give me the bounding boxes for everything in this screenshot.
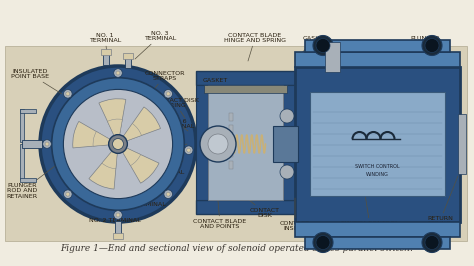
Bar — [325, 41, 340, 72]
Bar — [310, 92, 445, 196]
Circle shape — [316, 235, 330, 250]
Bar — [208, 85, 283, 200]
Bar — [196, 200, 295, 214]
Bar — [458, 114, 466, 174]
Circle shape — [422, 232, 442, 252]
Circle shape — [164, 90, 173, 98]
Bar — [273, 126, 298, 162]
Bar — [20, 144, 24, 179]
Text: NO. 5
TERMINAL: NO. 5 TERMINAL — [159, 143, 191, 153]
Circle shape — [116, 213, 120, 217]
Circle shape — [114, 211, 122, 219]
Circle shape — [208, 134, 228, 154]
Circle shape — [166, 92, 170, 96]
Text: CONNECTOR
STRAPS: CONNECTOR STRAPS — [145, 70, 185, 94]
Bar — [196, 85, 208, 200]
Bar — [229, 161, 233, 169]
Bar — [20, 109, 24, 142]
Circle shape — [66, 192, 70, 196]
Wedge shape — [99, 99, 126, 144]
Circle shape — [164, 190, 173, 198]
Wedge shape — [73, 121, 118, 148]
Bar — [295, 52, 460, 66]
Bar — [229, 137, 233, 145]
Text: SWITCH CONTROL
WINDING: SWITCH CONTROL WINDING — [341, 194, 399, 231]
Bar — [5, 46, 467, 241]
Circle shape — [64, 190, 72, 198]
Bar — [22, 140, 42, 148]
Circle shape — [425, 39, 439, 52]
Circle shape — [66, 92, 70, 96]
Bar — [204, 85, 287, 93]
Circle shape — [200, 126, 236, 162]
Circle shape — [64, 89, 173, 199]
Wedge shape — [89, 144, 118, 189]
Bar — [229, 113, 233, 121]
Text: INSULATED
POINT BASE: INSULATED POINT BASE — [11, 69, 62, 94]
Circle shape — [425, 235, 439, 250]
Bar — [113, 233, 123, 239]
Wedge shape — [108, 119, 122, 144]
Text: NO. 3
TERMINAL: NO. 3 TERMINAL — [135, 31, 176, 59]
Circle shape — [280, 165, 294, 179]
Bar — [103, 51, 109, 65]
Text: NO. 1
TERMINAL: NO. 1 TERMINAL — [89, 33, 121, 61]
Bar — [20, 178, 36, 182]
Text: RETURN
SPRING: RETURN SPRING — [427, 176, 458, 226]
Bar — [295, 66, 460, 222]
Wedge shape — [93, 131, 118, 146]
Text: CONTACT DISK
SPRING: CONTACT DISK SPRING — [152, 98, 199, 118]
Circle shape — [316, 39, 330, 52]
Bar — [196, 71, 295, 85]
Circle shape — [40, 66, 196, 222]
Bar — [229, 149, 233, 157]
Bar — [229, 125, 233, 133]
Text: NO. 4 TERMINAL: NO. 4 TERMINAL — [114, 184, 166, 206]
Circle shape — [43, 140, 51, 148]
Bar — [305, 39, 450, 52]
Text: WINDING: WINDING — [366, 172, 389, 177]
Bar — [20, 109, 36, 113]
Text: CONTACT
DISK: CONTACT DISK — [220, 176, 280, 218]
Circle shape — [45, 142, 49, 146]
Text: SWITCH CONTROL: SWITCH CONTROL — [355, 164, 400, 168]
Circle shape — [166, 192, 170, 196]
Wedge shape — [118, 107, 161, 144]
Circle shape — [64, 90, 72, 98]
Bar — [123, 53, 133, 59]
Bar — [305, 236, 450, 248]
Circle shape — [109, 135, 128, 153]
Text: CONTACT BLADE
AND POINTS: CONTACT BLADE AND POINTS — [193, 201, 246, 229]
Circle shape — [313, 35, 333, 56]
Circle shape — [313, 232, 333, 252]
Bar — [125, 56, 131, 68]
Wedge shape — [102, 144, 118, 169]
Text: PLUNGER
ROD AND
RETAINER: PLUNGER ROD AND RETAINER — [7, 166, 55, 199]
Bar — [283, 85, 295, 200]
Text: NO. 7
TERMINAL: NO. 7 TERMINAL — [152, 161, 184, 175]
Circle shape — [116, 71, 120, 75]
Wedge shape — [118, 144, 141, 166]
Bar — [101, 49, 111, 55]
Circle shape — [112, 139, 123, 149]
Wedge shape — [118, 144, 159, 183]
Text: PLUNGER: PLUNGER — [375, 35, 439, 53]
Circle shape — [52, 78, 184, 210]
Wedge shape — [118, 123, 141, 144]
Bar — [115, 221, 121, 235]
Text: GASKET: GASKET — [202, 78, 228, 94]
Text: CONTACT BLADE
HINGE AND SPRING: CONTACT BLADE HINGE AND SPRING — [224, 33, 286, 61]
Circle shape — [184, 146, 193, 155]
Text: CONTACT
INSERT: CONTACT INSERT — [280, 198, 310, 231]
Text: GASKET: GASKET — [295, 35, 328, 61]
Text: NO. 2 TERMINAL: NO. 2 TERMINAL — [89, 201, 141, 223]
Circle shape — [187, 148, 191, 152]
Bar — [295, 222, 460, 236]
Text: Figure 1—End and sectional view of solenoid operated series-parallel switch.: Figure 1—End and sectional view of solen… — [61, 244, 413, 253]
Text: NO. 6
TERMINAL: NO. 6 TERMINAL — [162, 119, 194, 131]
Circle shape — [114, 69, 122, 77]
Circle shape — [280, 109, 294, 123]
Circle shape — [422, 35, 442, 56]
